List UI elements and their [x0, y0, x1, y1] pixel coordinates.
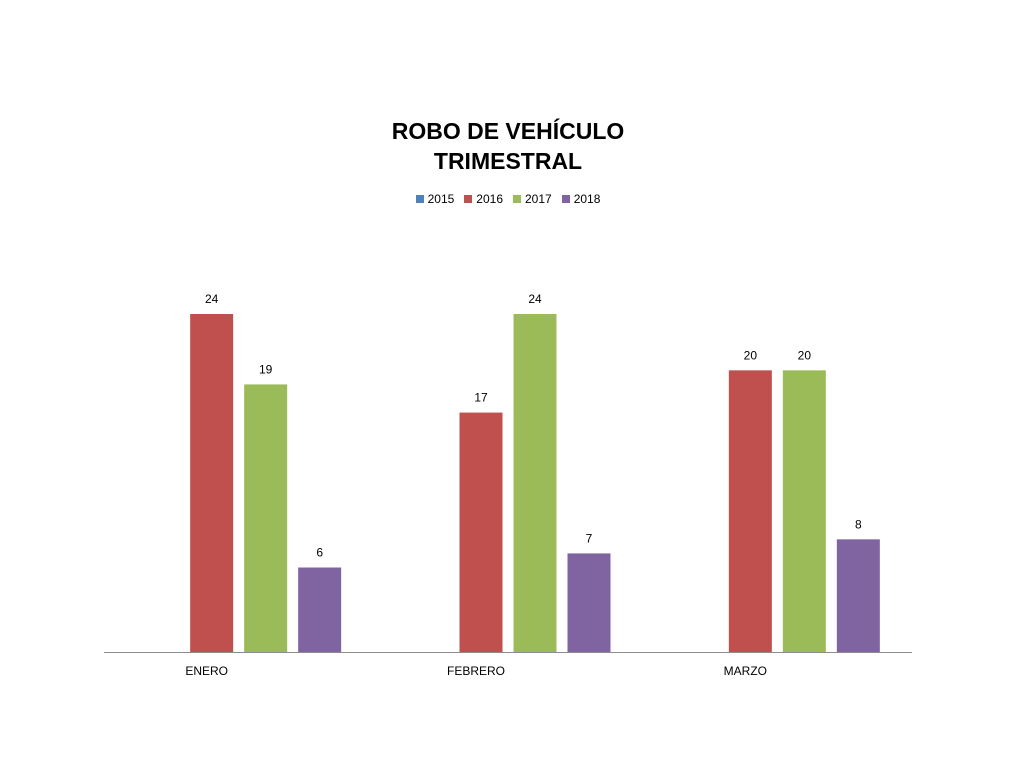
legend-label-2015: 2015: [427, 192, 455, 206]
bar-enero-2017: [244, 384, 288, 652]
category-label-febrero: FEBRERO: [447, 664, 505, 678]
bar-marzo-2018: [836, 539, 880, 652]
data-label-enero-2018: 6: [316, 546, 323, 560]
legend-item-2016: 2016: [464, 192, 503, 206]
chart-legend: 2015 2016 2017 2018: [0, 192, 1016, 206]
legend-label-2016: 2016: [476, 192, 503, 206]
chart-title: ROBO DE VEHÍCULO TRIMESTRAL: [0, 116, 1016, 176]
bar-enero-2018: [298, 567, 342, 652]
bar-marzo-2016: [728, 370, 772, 652]
data-label-marzo-2016: 20: [744, 348, 758, 362]
data-label-febrero-2016: 17: [474, 391, 488, 405]
data-label-febrero-2018: 7: [586, 531, 593, 545]
bar-marzo-2017: [782, 370, 826, 652]
legend-item-2018: 2018: [561, 192, 601, 206]
legend-swatch-2017: [513, 195, 521, 203]
chart-title-line-1: ROBO DE VEHÍCULO: [391, 118, 625, 144]
legend-swatch-2018: [561, 195, 570, 203]
category-labels-layer: ENERO FEBRERO MARZO: [185, 664, 767, 678]
legend-item-2017: 2017: [513, 192, 552, 206]
data-label-enero-2016: 24: [205, 292, 219, 306]
data-label-marzo-2018: 8: [855, 517, 862, 531]
legend-item-2015: 2015: [415, 192, 455, 206]
bar-febrero-2016: [459, 412, 503, 652]
legend-swatch-2015: [415, 195, 424, 203]
bar-febrero-2017: [513, 314, 557, 652]
legend-label-2017: 2017: [525, 192, 552, 206]
data-label-febrero-2017: 24: [528, 292, 542, 306]
bars-layer: 24 19 6 17 24 7 20 20 8: [190, 292, 880, 652]
data-label-marzo-2017: 20: [798, 348, 812, 362]
chart-title-line-2: TRIMESTRAL: [433, 148, 583, 174]
data-label-enero-2017: 19: [259, 362, 273, 376]
category-label-marzo: MARZO: [724, 664, 767, 678]
category-label-enero: ENERO: [185, 664, 228, 678]
bar-enero-2016: [190, 314, 234, 652]
legend-swatch-2016: [464, 195, 473, 203]
bar-febrero-2018: [567, 553, 611, 652]
legend-label-2018: 2018: [573, 192, 601, 206]
